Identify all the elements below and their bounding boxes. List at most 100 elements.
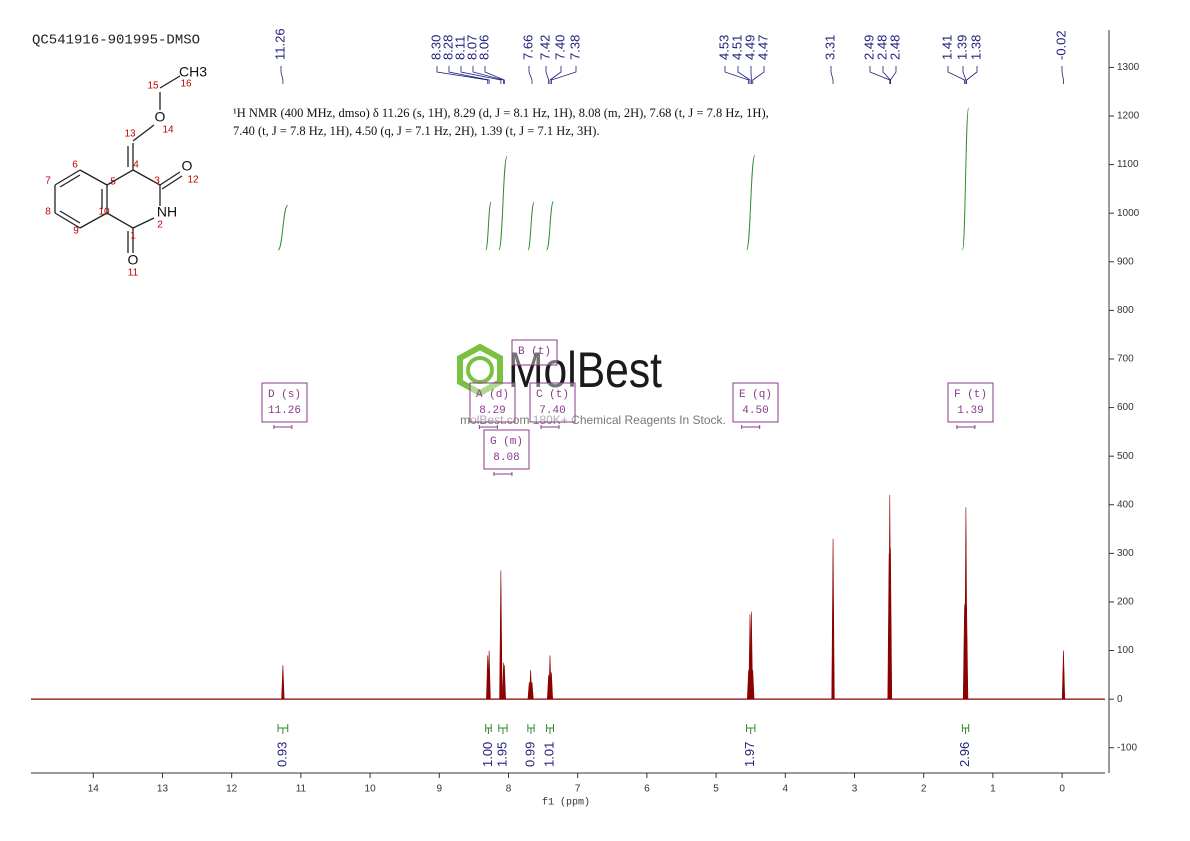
integral-bracket	[961, 724, 970, 734]
peak	[530, 682, 534, 700]
peak-label-connector	[460, 66, 502, 84]
peak-label-connector	[962, 66, 967, 84]
peak-label-connector	[752, 66, 765, 84]
logo-ring	[466, 356, 494, 384]
x-tick-label: 1	[990, 784, 996, 795]
peak-label: 1.41	[939, 35, 954, 60]
peak-label: 4.51	[729, 35, 744, 60]
x-tick-label: 0	[1059, 784, 1065, 795]
peak-label-connector	[724, 66, 750, 84]
integral-bracket	[546, 724, 554, 734]
atom-symbol: NH	[157, 204, 177, 220]
multiplet-shift: 8.08	[493, 452, 519, 464]
integral-label: 1.01	[541, 742, 556, 767]
peak-label-connector	[280, 66, 284, 84]
multiplet-bracket	[540, 425, 560, 429]
sample-name: QC541916-901995-DMSO	[32, 33, 200, 49]
x-tick-label: 7	[575, 784, 581, 795]
atom-number: 5	[110, 177, 116, 188]
integral-bracket	[485, 724, 492, 734]
y-tick-label: 1300	[1117, 62, 1140, 73]
multiplet-shift: 1.39	[957, 405, 983, 417]
integral-label: 0.99	[522, 742, 537, 767]
y-tick-label: 1000	[1117, 208, 1140, 219]
y-tick-label: 600	[1117, 402, 1134, 413]
atom-symbol: O	[128, 252, 139, 268]
integral-curve	[527, 201, 535, 251]
integral-curve	[546, 201, 554, 251]
multiplet-name: C (t)	[536, 389, 569, 401]
multiplet-box	[947, 382, 994, 423]
x-axis-label: f1 (ppm)	[542, 797, 590, 809]
atom-number: 15	[147, 81, 159, 92]
multiplet-box	[261, 382, 308, 423]
multiplet-bracket	[956, 425, 976, 429]
integral-bracket	[277, 724, 289, 734]
integral-curve	[961, 107, 970, 251]
atom-number: 12	[187, 175, 199, 186]
peak	[502, 665, 506, 700]
x-tick-label: 6	[644, 784, 650, 795]
peak	[487, 650, 491, 700]
peak-label: 7.66	[520, 35, 535, 60]
multiplet-shift: 11.26	[268, 405, 301, 417]
x-tick-label: 10	[365, 784, 377, 795]
integral-bracket	[498, 724, 508, 734]
peak	[499, 570, 503, 700]
multiplet-name: G (m)	[490, 436, 523, 448]
y-tick-label: 100	[1117, 645, 1134, 656]
peak	[281, 665, 285, 700]
peak	[1061, 650, 1066, 700]
peak-label-connector	[966, 66, 978, 84]
integral-curve	[485, 201, 492, 251]
y-tick-label: 400	[1117, 499, 1134, 510]
multiplet-name: E (q)	[739, 389, 772, 401]
peak-label: 4.47	[755, 35, 770, 60]
atom-number: 9	[73, 226, 79, 237]
structure-bonds	[54, 75, 183, 253]
peak-label-connector	[436, 66, 489, 84]
multiplet-box	[529, 382, 576, 423]
watermark-brand: MolBest	[508, 342, 662, 398]
watermark	[457, 343, 503, 397]
peak-label: 4.49	[742, 35, 757, 60]
x-tick-label: 3	[852, 784, 858, 795]
peak-label-connector	[869, 66, 891, 84]
watermark-tagline: molBest.com 180K+ Chemical Reagents In S…	[460, 413, 726, 427]
integral-curve	[746, 154, 756, 251]
integral-label: 1.95	[494, 742, 509, 767]
peak-label: 8.06	[476, 35, 491, 60]
peak-label: 11.26	[272, 28, 287, 60]
atom-number: 10	[98, 207, 110, 218]
peak-label-connector	[830, 66, 834, 84]
atom-number: 2	[157, 220, 163, 231]
peak-label: 1.39	[954, 35, 969, 60]
peak	[831, 538, 835, 700]
peak-label-connector	[472, 66, 505, 84]
integral-bracket	[746, 724, 756, 734]
peak-label: 7.42	[537, 35, 552, 60]
peak-label-connector	[545, 66, 550, 84]
peak-label: 8.28	[440, 35, 455, 60]
x-tick-label: 12	[226, 784, 238, 795]
multiplet-box	[483, 429, 530, 470]
peak-label-connector	[550, 66, 577, 84]
peak	[549, 672, 554, 700]
y-tick-label: -100	[1117, 742, 1137, 753]
peak-label: 2.48	[887, 35, 902, 60]
x-tick-label: 11	[296, 784, 307, 795]
multiplet-shift: 8.29	[479, 405, 505, 417]
y-tick-label: 800	[1117, 305, 1134, 316]
atom-number: 4	[133, 160, 139, 171]
multiplet-shift: 7.40	[539, 405, 565, 417]
x-tick-label: 4	[783, 784, 789, 795]
x-tick-label: 14	[88, 784, 100, 795]
atom-number: 14	[162, 125, 174, 136]
peak-label: 8.30	[428, 35, 443, 60]
x-tick-label: 9	[437, 784, 443, 795]
x-tick-label: 8	[506, 784, 512, 795]
x-tick-label: 5	[713, 784, 719, 795]
y-tick-label: 1100	[1117, 159, 1139, 170]
atom-number: 13	[124, 129, 136, 140]
